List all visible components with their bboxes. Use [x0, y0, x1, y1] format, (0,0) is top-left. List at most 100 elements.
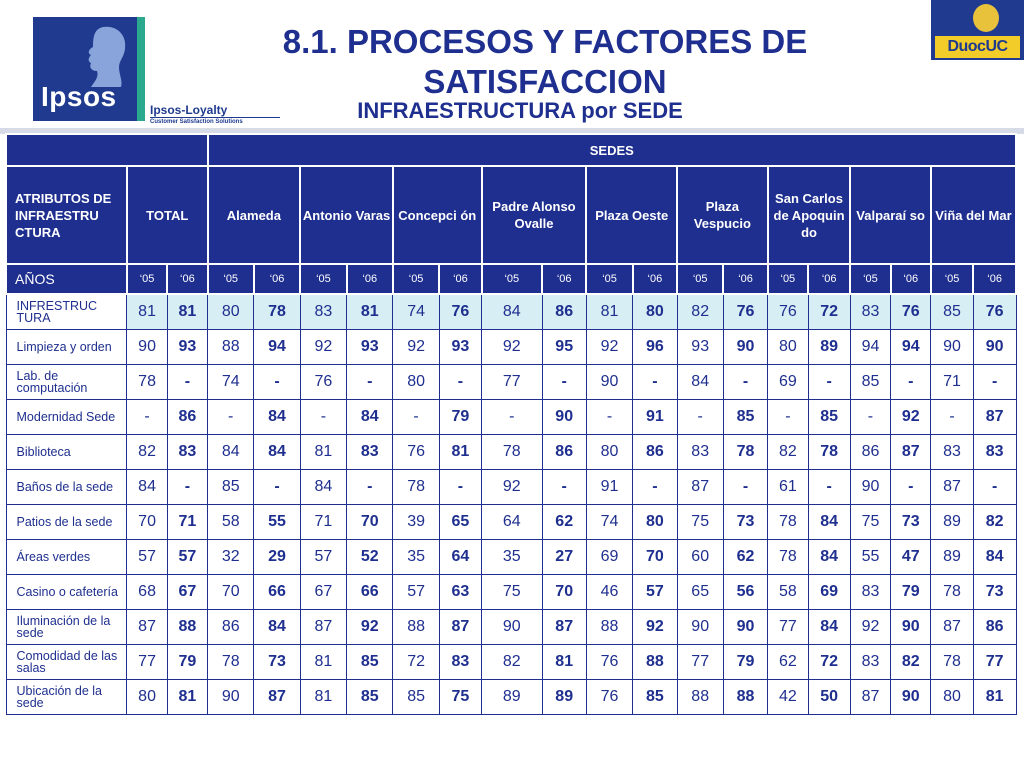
sede-value-cell: 76	[438, 293, 483, 330]
sede-value-cell: 62	[541, 504, 587, 540]
sede-value-cell: 72	[807, 644, 851, 680]
sede-value-cell: 92	[481, 329, 543, 365]
sede-value-cell: 57	[392, 574, 440, 610]
sede-value-cell: -	[481, 399, 543, 435]
sede-value-cell: 78	[722, 434, 769, 470]
sede-value-cell: 73	[722, 504, 769, 540]
attribute-label: Ubicación de la sede	[5, 679, 128, 715]
page-subtitle: INFRAESTRUCTURA por SEDE	[357, 98, 683, 123]
sede-value-cell: 90	[585, 364, 634, 400]
year-label: ‘05	[299, 263, 348, 295]
sede-value-cell: -	[299, 399, 348, 435]
sede-value-cell: 93	[676, 329, 724, 365]
sede-value-cell: 80	[392, 364, 440, 400]
sede-value-cell: 87	[849, 679, 892, 715]
sede-value-cell: 88	[722, 679, 769, 715]
sede-value-cell: 50	[807, 679, 851, 715]
sede-value-cell: 86	[541, 434, 587, 470]
sede-value-cell: 87	[299, 609, 348, 645]
ipsos-loyalty-logo: Ipsos-Loyalty Customer Satisfaction Solu…	[150, 104, 280, 126]
sede-value-cell: 75	[481, 574, 543, 610]
sede-value-cell: 89	[807, 329, 851, 365]
sede-value-cell: 90	[541, 399, 587, 435]
sede-value-cell: 83	[676, 434, 724, 470]
sede-value-cell: 83	[346, 434, 394, 470]
sede-value-cell: -	[632, 469, 678, 505]
sede-value-cell: 81	[346, 293, 394, 330]
sede-value-cell: 78	[767, 504, 809, 540]
sede-value-cell: 84	[253, 399, 301, 435]
sede-value-cell: 74	[207, 364, 255, 400]
sede-value-cell: 58	[207, 504, 255, 540]
sede-value-cell: 90	[849, 469, 892, 505]
sede-value-cell: 86	[849, 434, 892, 470]
sede-value-cell: 92	[481, 469, 543, 505]
year-label: ‘06	[972, 263, 1017, 295]
sede-value-cell: 73	[253, 644, 301, 680]
total-value-cell: 77	[126, 644, 168, 680]
sede-value-cell: 82	[481, 644, 543, 680]
total-value-cell: 83	[166, 434, 209, 470]
sede-value-cell: 70	[207, 574, 255, 610]
total-value-cell: -	[166, 469, 209, 505]
sede-value-cell: 87	[676, 469, 724, 505]
year-label: ‘06	[631, 263, 679, 295]
sede-value-cell: 89	[541, 679, 587, 715]
sede-header: Viña del Mar	[929, 165, 1018, 265]
sede-value-cell: 90	[481, 609, 543, 645]
sede-header: Valparaí so	[849, 165, 932, 265]
sede-value-cell: 70	[632, 539, 678, 575]
sede-value-cell: 85	[346, 679, 394, 715]
sede-value-cell: 69	[767, 364, 809, 400]
sede-value-cell: 85	[930, 293, 974, 330]
attribute-label: Modernidad Sede	[5, 399, 128, 435]
total-value-cell: 87	[126, 609, 168, 645]
sede-value-cell: -	[807, 469, 851, 505]
sede-value-cell: 78	[253, 293, 301, 330]
table-row: Ubicación de la sede 80 81 90 87 81 85 85 75 89 89…	[5, 679, 1017, 715]
total-value-cell: 68	[126, 574, 168, 610]
sede-value-cell: 86	[541, 293, 587, 330]
sede-value-cell: 87	[972, 399, 1017, 435]
sede-value-cell: 90	[890, 679, 932, 715]
sede-value-cell: 78	[767, 539, 809, 575]
total-value-cell: 84	[126, 469, 168, 505]
sede-value-cell: 87	[930, 609, 974, 645]
year-label: ‘05	[125, 263, 169, 295]
sede-value-cell: 88	[207, 329, 255, 365]
table-row: Modernidad Sede -86-84-84-79-90-91-85-85-…	[5, 399, 1017, 435]
sede-value-cell: 94	[849, 329, 892, 365]
sede-value-cell: -	[438, 364, 483, 400]
sede-value-cell: 90	[972, 329, 1017, 365]
sede-value-cell: 77	[972, 644, 1017, 680]
sede-value-cell: 86	[207, 609, 255, 645]
sede-value-cell: 35	[392, 539, 440, 575]
sede-value-cell: 80	[585, 434, 634, 470]
sede-value-cell: 96	[632, 329, 678, 365]
sede-value-cell: 72	[807, 293, 851, 330]
sede-value-cell: 84	[807, 539, 851, 575]
sede-value-cell: 87	[253, 679, 301, 715]
sede-value-cell: -	[972, 364, 1017, 400]
sede-value-cell: 85	[392, 679, 440, 715]
sede-value-cell: 56	[722, 574, 769, 610]
attribute-label: Iluminación de la sede	[5, 609, 128, 645]
sede-header: San Carlos de Apoquin do	[766, 165, 852, 265]
ipsos-logo: Ipsos	[33, 17, 145, 121]
sede-value-cell: -	[253, 364, 301, 400]
duoc-wordmark: DuocUC	[935, 36, 1020, 58]
sede-value-cell: 58	[767, 574, 809, 610]
total-value-cell: 57	[126, 539, 168, 575]
sedes-header: SEDES	[206, 133, 1018, 167]
sede-value-cell: 81	[585, 293, 634, 330]
sede-value-cell: -	[346, 469, 394, 505]
attribute-label: Lab. de computación	[5, 364, 128, 400]
total-value-cell: -	[126, 399, 168, 435]
sede-value-cell: 90	[722, 609, 769, 645]
sede-value-cell: 77	[676, 644, 724, 680]
sede-value-cell: 64	[481, 504, 543, 540]
sede-value-cell: 73	[972, 574, 1017, 610]
total-value-cell: 81	[126, 293, 168, 330]
sede-value-cell: 27	[541, 539, 587, 575]
sede-value-cell: 79	[722, 644, 769, 680]
